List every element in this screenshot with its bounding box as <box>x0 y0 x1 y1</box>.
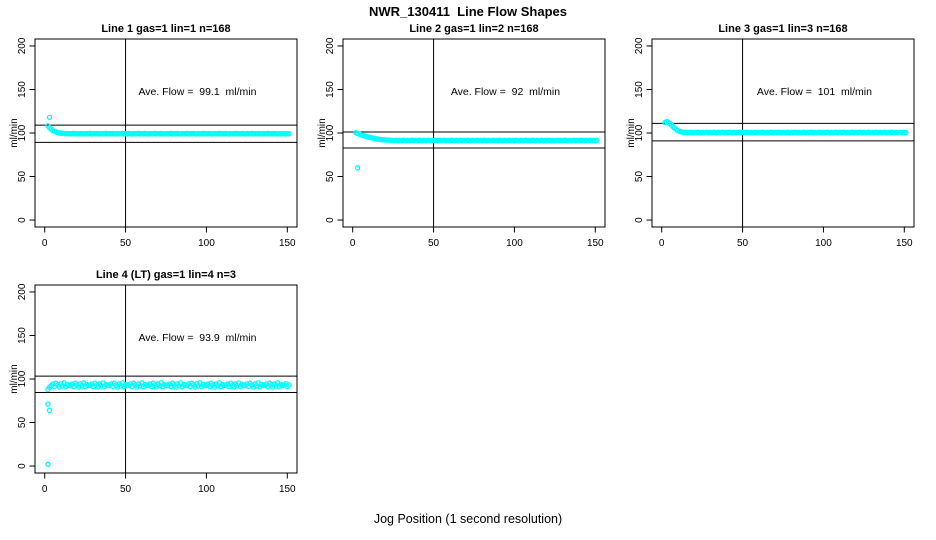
x-tick-label: 50 <box>120 238 132 249</box>
data-point <box>903 129 909 136</box>
y-tick-label: 200 <box>325 37 336 54</box>
x-axis-label: Jog Position (1 second resolution) <box>373 512 563 526</box>
x-tick-label: 100 <box>815 238 832 249</box>
x-tick-label: 100 <box>198 238 215 249</box>
x-tick-label: 50 <box>737 238 749 249</box>
panel-3-plot-area: 0 50 100 150 0 50 100 150 200 <box>634 37 915 249</box>
y-tick-label: 100 <box>634 124 645 141</box>
panel-1-plot-area: 0 50 100 150 0 50 100 150 200 <box>17 37 298 249</box>
panel-line-4: Line 4 (LT) gas=1 lin=4 n=3 ml/min Ave. … <box>9 269 298 495</box>
plot-group: 0 50 100 150 0 50 100 150 200 <box>634 37 915 249</box>
y-tick-label: 100 <box>17 124 28 141</box>
x-tick-label: 50 <box>120 484 132 495</box>
y-tick-label: 200 <box>17 283 28 300</box>
figure-title: NWR_130411 Line Flow Shapes <box>369 4 567 19</box>
data-point <box>286 382 292 388</box>
y-tick-label: 50 <box>17 171 28 183</box>
data-point-outlier <box>45 461 51 468</box>
data-point-outlier <box>46 407 53 414</box>
panel-line-1: Line 1 gas=1 lin=1 n=168 ml/min Ave. Flo… <box>9 23 298 249</box>
plot-frame <box>34 284 298 474</box>
x-tick-label: 150 <box>279 484 296 495</box>
plot-group: 0 50 100 150 0 50 100 150 200 <box>17 37 298 249</box>
data-series <box>45 114 292 137</box>
y-tick-label: 0 <box>634 217 645 223</box>
x-tick-label: 0 <box>42 484 48 495</box>
y-tick-label: 0 <box>325 217 336 223</box>
y-tick-label: 200 <box>17 37 28 54</box>
y-tick-label: 150 <box>634 81 645 98</box>
plot-frame <box>342 38 606 228</box>
panel-4-plot-area: 0 50 100 150 0 50 100 150 200 <box>17 283 298 495</box>
data-point-outlier <box>354 165 361 171</box>
plot-group: 0 50 100 150 0 50 100 150 200 <box>325 37 606 249</box>
data-point <box>286 131 292 137</box>
y-tick-label: 150 <box>17 81 28 98</box>
x-tick-label: 150 <box>587 238 604 249</box>
y-tick-label: 50 <box>325 171 336 183</box>
x-tick-label: 100 <box>198 484 215 495</box>
x-tick-label: 150 <box>279 238 296 249</box>
y-tick-label: 50 <box>17 417 28 429</box>
y-tick-label: 150 <box>325 81 336 98</box>
panel-line-2: Line 2 gas=1 lin=2 n=168 ml/min Ave. Flo… <box>317 23 606 249</box>
panel-line-3: Line 3 gas=1 lin=3 n=168 ml/min Ave. Flo… <box>626 23 915 249</box>
panel-1-title: Line 1 gas=1 lin=1 n=168 <box>101 23 231 35</box>
data-series <box>353 129 600 171</box>
panel-2-plot-area: 0 50 100 150 0 50 100 150 200 <box>325 37 606 249</box>
x-tick-label: 0 <box>42 238 48 249</box>
y-tick-label: 150 <box>17 327 28 344</box>
plot-group: 0 50 100 150 0 50 100 150 200 <box>17 283 298 495</box>
panel-1-ave-flow-annotation: Ave. Flow = 99.1 ml/min <box>138 86 257 98</box>
panel-2-ave-flow-annotation: Ave. Flow = 92 ml/min <box>450 86 561 98</box>
y-tick-label: 50 <box>634 171 645 183</box>
panel-4-title: Line 4 (LT) gas=1 lin=4 n=3 <box>95 269 237 281</box>
x-tick-label: 0 <box>350 238 356 249</box>
panel-4-ave-flow-annotation: Ave. Flow = 93.9 ml/min <box>138 332 257 344</box>
x-tick-label: 150 <box>896 238 913 249</box>
data-point-outlier <box>46 114 53 121</box>
y-tick-label: 0 <box>17 217 28 223</box>
panel-2-title: Line 2 gas=1 lin=2 n=168 <box>409 23 539 35</box>
data-series <box>45 380 292 468</box>
x-tick-label: 50 <box>428 238 440 249</box>
y-tick-label: 200 <box>634 37 645 54</box>
data-point-outlier <box>45 401 51 407</box>
y-tick-label: 100 <box>325 124 336 141</box>
data-series <box>662 118 909 136</box>
x-tick-label: 0 <box>659 238 665 249</box>
y-tick-label: 0 <box>17 463 28 469</box>
x-tick-label: 100 <box>506 238 523 249</box>
panel-3-ave-flow-annotation: Ave. Flow = 101 ml/min <box>756 86 872 98</box>
y-tick-label: 100 <box>17 370 28 387</box>
panel-3-title: Line 3 gas=1 lin=3 n=168 <box>718 23 848 35</box>
data-point <box>594 137 600 144</box>
